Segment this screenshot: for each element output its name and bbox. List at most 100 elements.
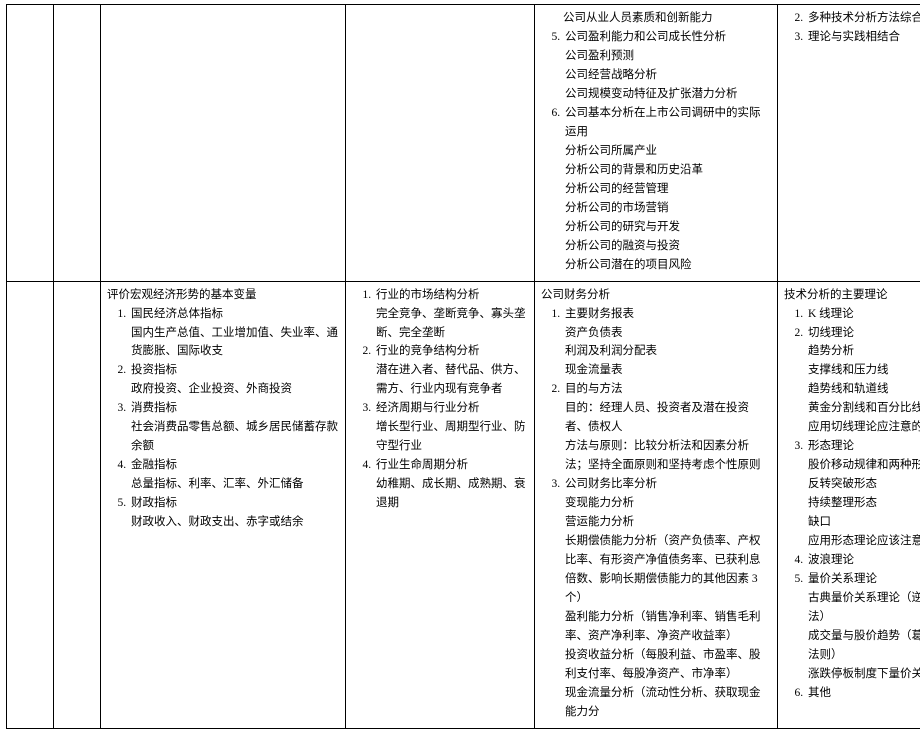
list-sub: 古典量价关系理论（逆时钟曲线法） [808,589,920,627]
list-sub: 目的：经理人员、投资者及潜在投资者、债权人 [565,399,771,437]
cell-empty [7,5,54,282]
cell-r1-d: 多种技术分析方法综合研判 理论与实践相结合 [778,5,920,282]
list-sub: 资产负债表 [565,324,771,343]
list-head: 消费指标 [131,402,177,414]
list-item: 形态理论 股价移动规律和两种形态类型 反转突破形态 持续整理形态 缺口 应用形态… [806,437,920,551]
cell-title: 评价宏观经济形势的基本变量 [107,286,339,305]
list-head: 主要财务报表 [565,308,634,320]
list-sub: 公司规模变动特征及扩张潜力分析 [565,85,771,104]
list-item: 财政指标 财政收入、财政支出、赤字或结余 [129,494,339,532]
list-item: 行业的竞争结构分析 潜在进入者、替代品、供方、需方、行业内现有竞争者 [374,342,528,399]
list-sub: 幼稚期、成长期、成熟期、衰退期 [376,475,528,513]
list-item: 切线理论 趋势分析 支撑线和压力线 趋势线和轨道线 黄金分割线和百分比线 应用切… [806,324,920,438]
list-item: K 线理论 [806,305,920,324]
cell-r2-a: 评价宏观经济形势的基本变量 国民经济总体指标 国内生产总值、工业增加值、失业率、… [101,281,346,728]
list-sub: 国内生产总值、工业增加值、失业率、通货膨胀、国际收支 [131,324,339,362]
list-sub: 分析公司的研究与开发 [565,218,771,237]
list-sub: 分析公司的经营管理 [565,180,771,199]
content-table: 公司从业人员素质和创新能力 公司盈利能力和公司成长性分析 公司盈利预测 公司经营… [6,4,920,729]
list-head: K 线理论 [808,308,854,320]
cell-r1-b [346,5,535,282]
list-item: 理论与实践相结合 [806,28,920,47]
list-sub: 分析公司的融资与投资 [565,237,771,256]
list-head: 切线理论 [808,327,854,339]
list-item: 行业生命周期分析 幼稚期、成长期、成熟期、衰退期 [374,456,528,513]
list-sub: 投资收益分析（每股利益、市盈率、股利支付率、每股净资产、市净率） [565,646,771,684]
list-head: 经济周期与行业分析 [376,402,480,414]
list-sub: 变现能力分析 [565,494,771,513]
list-item: 目的与方法 目的：经理人员、投资者及潜在投资者、债权人 方法与原则：比较分析法和… [563,380,771,475]
list-head: 公司盈利能力和公司成长性分析 [565,31,726,43]
list-head: 公司财务比率分析 [565,478,657,490]
list-item: 消费指标 社会消费品零售总额、城乡居民储蓄存款余额 [129,399,339,456]
list-sub: 趋势线和轨道线 [808,380,920,399]
list-sub: 公司从业人员素质和创新能力 [541,9,771,28]
list-head: 形态理论 [808,440,854,452]
list-sub: 总量指标、利率、汇率、外汇储备 [131,475,339,494]
list-sub: 分析公司的背景和历史沿革 [565,161,771,180]
ordered-list: 公司盈利能力和公司成长性分析 公司盈利预测 公司经营战略分析 公司规模变动特征及… [541,28,771,275]
cell-r1-a [101,5,346,282]
cell-empty [54,5,101,282]
list-head: 行业的竞争结构分析 [376,345,480,357]
cell-empty [7,281,54,728]
list-sub: 公司经营战略分析 [565,66,771,85]
list-sub: 方法与原则：比较分析法和因素分析法；坚持全面原则和坚持考虑个性原则 [565,437,771,475]
list-sub: 分析公司所属产业 [565,142,771,161]
list-item: 主要财务报表 资产负债表 利润及利润分配表 现金流量表 [563,305,771,381]
list-head: 财政指标 [131,497,177,509]
list-sub: 利润及利润分配表 [565,342,771,361]
cell-title: 技术分析的主要理论 [784,286,920,305]
list-item: 其他 [806,684,920,703]
cell-title: 公司财务分析 [541,286,771,305]
list-head: 量价关系理论 [808,573,877,585]
list-head: 其他 [808,687,831,699]
list-head: 行业生命周期分析 [376,459,468,471]
list-sub: 涨跌停板制度下量价关系分析 [808,665,920,684]
list-head: 多种技术分析方法综合研判 [808,12,920,24]
list-head: 目的与方法 [565,383,623,395]
ordered-list: 多种技术分析方法综合研判 理论与实践相结合 [784,9,920,47]
cell-empty [54,281,101,728]
list-head: 公司基本分析在上市公司调研中的实际运用 [565,107,761,138]
list-item: 公司财务比率分析 变现能力分析 营运能力分析 长期偿债能力分析（资产负债率、产权… [563,475,771,722]
ordered-list: K 线理论 切线理论 趋势分析 支撑线和压力线 趋势线和轨道线 黄金分割线和百分… [784,305,920,703]
cell-r2-b: 行业的市场结构分析 完全竞争、垄断竞争、寡头垄断、完全垄断 行业的竞争结构分析 … [346,281,535,728]
cell-r1-c: 公司从业人员素质和创新能力 公司盈利能力和公司成长性分析 公司盈利预测 公司经营… [535,5,778,282]
ordered-list: 国民经济总体指标 国内生产总值、工业增加值、失业率、通货膨胀、国际收支 投资指标… [107,305,339,533]
cell-r2-d: 技术分析的主要理论 K 线理论 切线理论 趋势分析 支撑线和压力线 趋势线和轨道… [778,281,920,728]
list-sub: 黄金分割线和百分比线 [808,399,920,418]
list-head: 波浪理论 [808,554,854,566]
list-sub: 应用切线理论应注意的问题 [808,418,920,437]
list-item: 国民经济总体指标 国内生产总值、工业增加值、失业率、通货膨胀、国际收支 [129,305,339,362]
list-sub: 成交量与股价趋势（葛兰碧九大法则） [808,627,920,665]
cell-r2-c: 公司财务分析 主要财务报表 资产负债表 利润及利润分配表 现金流量表 目的与方法… [535,281,778,728]
list-sub: 长期偿债能力分析（资产负债率、产权比率、有形资产净值债务率、已获利息倍数、影响长… [565,532,771,608]
list-sub: 应用形态理论应该注意的问题 [808,532,920,551]
ordered-list: 行业的市场结构分析 完全竞争、垄断竞争、寡头垄断、完全垄断 行业的竞争结构分析 … [352,286,528,514]
list-sub: 增长型行业、周期型行业、防守型行业 [376,418,528,456]
list-item: 经济周期与行业分析 增长型行业、周期型行业、防守型行业 [374,399,528,456]
list-sub: 股价移动规律和两种形态类型 [808,456,920,475]
list-sub: 现金流量分析（流动性分析、获取现金能力分 [565,684,771,722]
list-sub: 社会消费品零售总额、城乡居民储蓄存款余额 [131,418,339,456]
list-item: 公司基本分析在上市公司调研中的实际运用 分析公司所属产业 分析公司的背景和历史沿… [563,104,771,275]
list-sub: 盈利能力分析（销售净利率、销售毛利率、资产净利率、净资产收益率） [565,608,771,646]
list-item: 多种技术分析方法综合研判 [806,9,920,28]
list-sub: 持续整理形态 [808,494,920,513]
list-sub: 反转突破形态 [808,475,920,494]
list-item: 投资指标 政府投资、企业投资、外商投资 [129,361,339,399]
list-head: 国民经济总体指标 [131,308,223,320]
list-sub: 趋势分析 [808,342,920,361]
list-item: 波浪理论 [806,551,920,570]
table-row: 评价宏观经济形势的基本变量 国民经济总体指标 国内生产总值、工业增加值、失业率、… [7,281,920,728]
list-head: 行业的市场结构分析 [376,289,480,301]
list-item: 公司盈利能力和公司成长性分析 公司盈利预测 公司经营战略分析 公司规模变动特征及… [563,28,771,104]
list-sub: 财政收入、财政支出、赤字或结余 [131,513,339,532]
list-sub: 缺口 [808,513,920,532]
list-sub: 政府投资、企业投资、外商投资 [131,380,339,399]
list-item: 行业的市场结构分析 完全竞争、垄断竞争、寡头垄断、完全垄断 [374,286,528,343]
list-sub: 营运能力分析 [565,513,771,532]
list-sub: 分析公司潜在的项目风险 [565,256,771,275]
list-sub: 潜在进入者、替代品、供方、需方、行业内现有竞争者 [376,361,528,399]
